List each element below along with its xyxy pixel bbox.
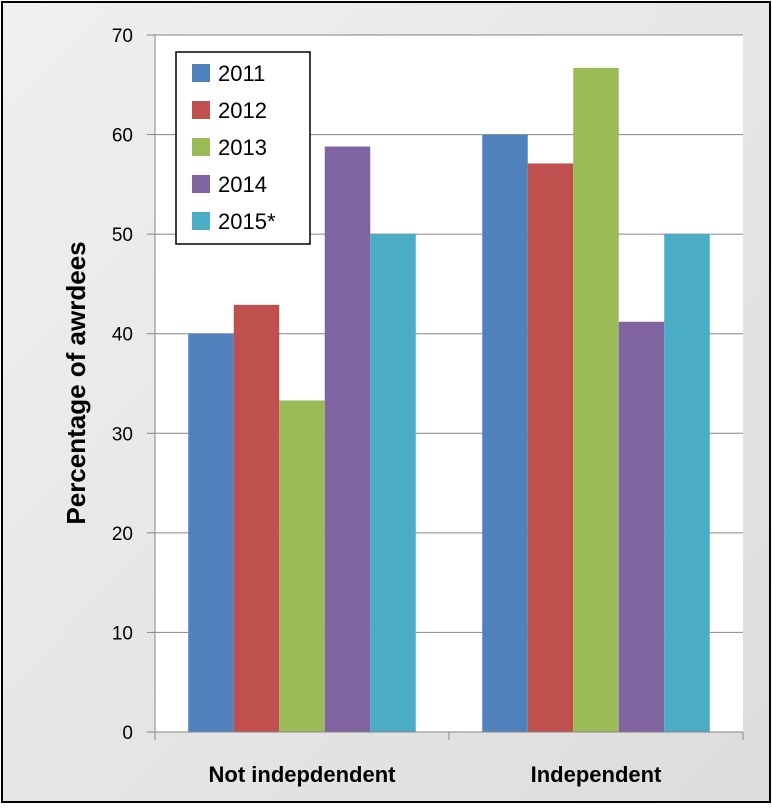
bar-2015-not-indepdendent [370, 234, 416, 732]
bar-2012-independent [527, 163, 574, 732]
y-tick-label: 40 [112, 325, 133, 346]
legend-label: 2011 [218, 61, 265, 86]
y-tick-label: 60 [112, 126, 133, 147]
bar-2012-not-indepdendent [233, 304, 280, 732]
legend-label: 2012 [218, 98, 267, 123]
legend-label: 2014 [218, 172, 267, 197]
legend-swatch [192, 101, 210, 119]
bar-2013-not-indepdendent [279, 400, 325, 732]
bar-2013-independent [573, 67, 619, 732]
legend-swatch [192, 138, 210, 156]
bar-2014-independent [618, 321, 665, 732]
legend: 2011 2012 2013 2014 2015* [175, 51, 311, 245]
bar-2011-independent [482, 134, 528, 733]
y-tick-label: 10 [112, 623, 133, 644]
x-category-label: Not indepdendent [209, 762, 397, 787]
axis-labels: 0 10 20 30 40 50 60 70 Not indepdendent Independe… [112, 26, 662, 787]
y-tick-label: 70 [112, 26, 133, 47]
y-tick-label: 30 [112, 424, 133, 445]
y-tick-label: 50 [112, 225, 133, 246]
bar-2015-independent [664, 234, 710, 732]
legend-swatch [192, 212, 210, 230]
legend-label: 2013 [218, 135, 267, 160]
bar-2011-not-indepdendent [188, 333, 234, 732]
bar-2014-not-indepdendent [324, 146, 371, 732]
legend-label: 2015* [218, 209, 276, 234]
axes [147, 34, 744, 740]
x-category-label: Independent [531, 762, 662, 787]
bars [188, 67, 710, 733]
y-tick-label: 20 [112, 524, 133, 545]
y-axis-title: Percentage of awrdees [61, 241, 91, 524]
legend-swatch [192, 175, 210, 193]
legend-swatch [192, 64, 210, 82]
y-tick-label: 0 [122, 723, 133, 744]
